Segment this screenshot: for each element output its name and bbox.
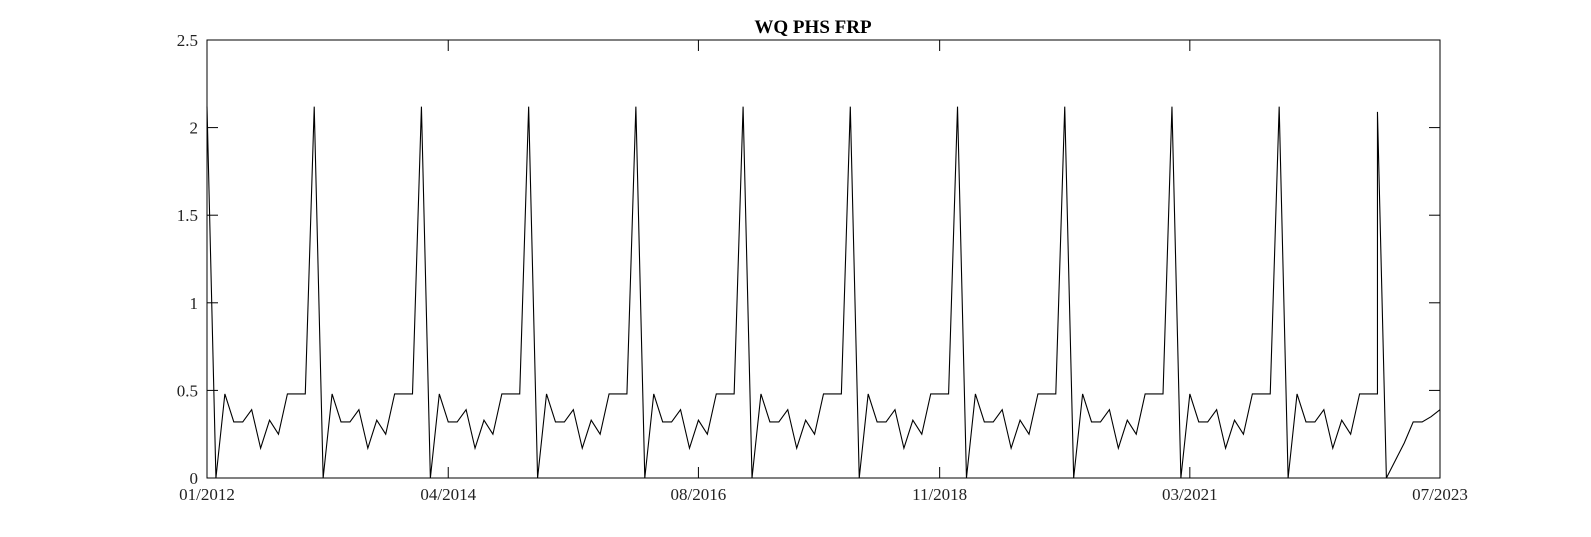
plot-area (206, 39, 1441, 479)
y-tick-label: 1 (190, 294, 199, 313)
x-tick-label: 03/2021 (1162, 485, 1218, 504)
y-axis: 0 0.5 1 1.5 2 2.5 (177, 31, 1440, 488)
x-tick-label: 07/2023 (1412, 485, 1468, 504)
x-axis: 01/2012 04/2014 08/2016 11/2018 03/2021 07/20… (179, 40, 1468, 504)
y-tick-label: 0 (190, 469, 199, 488)
x-tick-label: 08/2016 (671, 485, 727, 504)
x-tick-label: 04/2014 (420, 485, 476, 504)
y-tick-label: 2 (190, 119, 199, 138)
y-tick-label: 2.5 (177, 31, 198, 50)
x-tick-label: 11/2018 (912, 485, 967, 504)
series-line (206, 106, 1441, 479)
y-tick-label: 0.5 (177, 381, 198, 400)
chart-title: WQ PHS FRP (754, 17, 872, 38)
y-tick-label: 1.5 (177, 206, 198, 225)
x-tick-label: 01/2012 (179, 485, 235, 504)
